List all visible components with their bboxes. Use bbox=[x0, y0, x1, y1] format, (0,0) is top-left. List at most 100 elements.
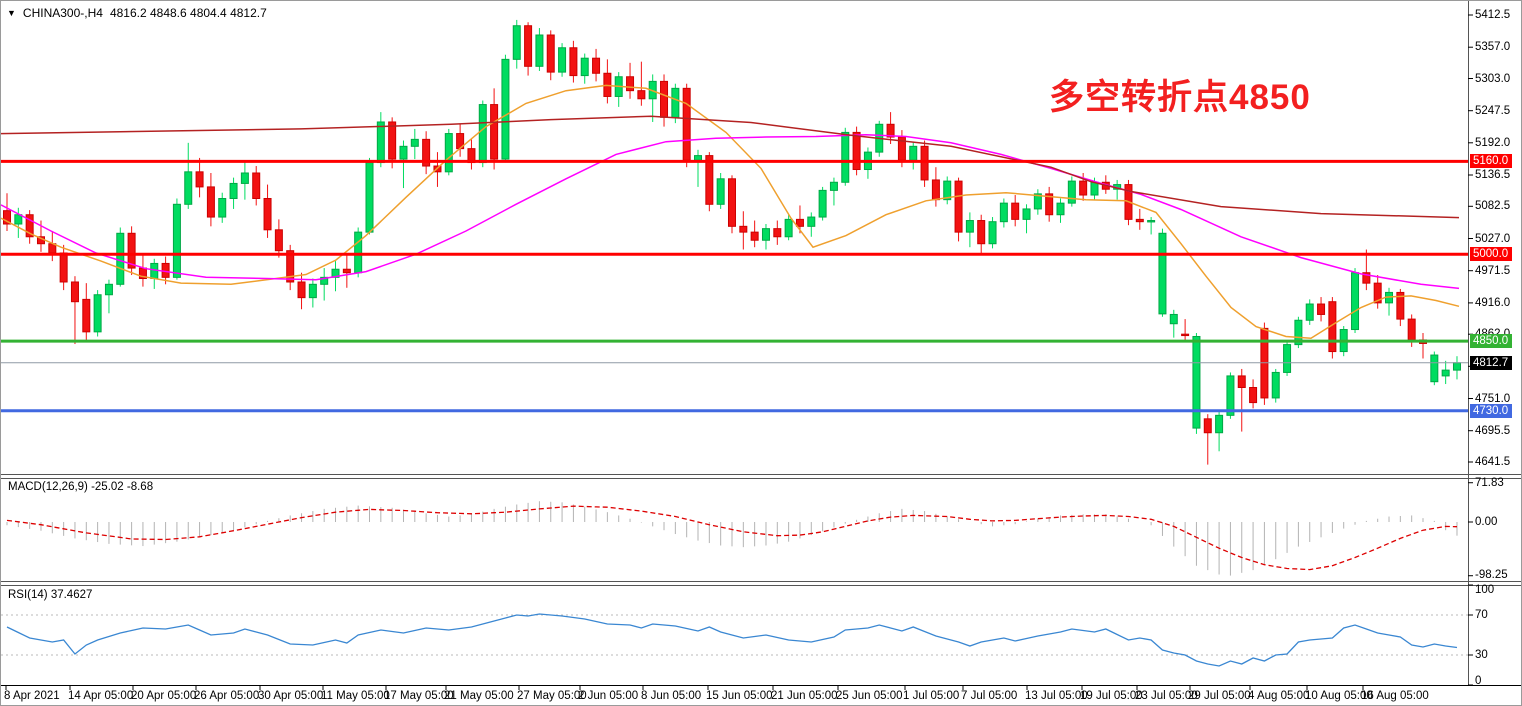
candle-body bbox=[705, 155, 714, 205]
candle-body bbox=[184, 171, 193, 205]
date-axis-label: 21 May 05:00 bbox=[444, 690, 514, 702]
candle-body bbox=[739, 225, 748, 233]
price-axis-label: 4695.5 bbox=[1475, 424, 1511, 437]
ma-magenta-line bbox=[1, 133, 1460, 290]
candle-body bbox=[954, 180, 963, 233]
price-axis-label: 5412.5 bbox=[1475, 9, 1511, 21]
candle-body bbox=[1362, 272, 1371, 284]
candle-body bbox=[172, 203, 181, 278]
candle-body bbox=[410, 138, 419, 147]
price-badge-5160.0: 5160.0 bbox=[1470, 154, 1513, 169]
symbol-dropdown-icon[interactable]: ▼ bbox=[7, 8, 16, 18]
price-axis-label: 5027.0 bbox=[1475, 232, 1511, 245]
candle-body bbox=[1452, 362, 1461, 371]
candle-body bbox=[444, 133, 453, 173]
candle-body bbox=[626, 76, 635, 92]
candle-body bbox=[1045, 193, 1054, 216]
candle-body bbox=[1135, 218, 1144, 223]
date-axis-label: 2 Jun 05:00 bbox=[578, 690, 639, 702]
candle-body bbox=[229, 182, 238, 199]
date-axis-label: 7 Jul 05:00 bbox=[961, 690, 1018, 702]
price-axis-label: 5192.0 bbox=[1475, 136, 1511, 149]
candle-body bbox=[70, 281, 79, 303]
date-axis-label: 29 Jul 05:00 bbox=[1188, 690, 1251, 702]
symbol-title: CHINA300-,H4 bbox=[22, 6, 103, 20]
chart-annotation-text[interactable]: 多空转折点4850 bbox=[1049, 78, 1311, 117]
date-axis-label: 21 Jun 05:00 bbox=[771, 690, 838, 702]
candle-body bbox=[93, 294, 102, 333]
candle-body bbox=[1181, 333, 1190, 337]
candle-body bbox=[558, 47, 567, 73]
date-axis-label: 17 May 05:00 bbox=[384, 690, 454, 702]
price-axis-label: 5082.5 bbox=[1475, 200, 1511, 213]
rsi-line bbox=[6, 613, 1458, 667]
price-badge-4850.0: 4850.0 bbox=[1470, 334, 1513, 349]
candle-body bbox=[1430, 354, 1439, 383]
price-axis-label: 5136.5 bbox=[1475, 169, 1511, 181]
candle-body bbox=[1169, 313, 1178, 325]
candle-body bbox=[1294, 319, 1303, 346]
candle-body bbox=[795, 218, 804, 227]
candle-body bbox=[535, 34, 544, 67]
date-axis-label: 23 Jul 05:00 bbox=[1135, 690, 1198, 702]
ma-orange-line bbox=[1, 84, 1460, 339]
candle-body bbox=[399, 145, 408, 160]
candle-body bbox=[14, 214, 23, 225]
candle-body bbox=[1396, 291, 1405, 320]
candle-body bbox=[308, 283, 317, 299]
candle-body bbox=[195, 171, 204, 188]
candle-body bbox=[82, 298, 91, 333]
candle-body bbox=[909, 145, 918, 161]
candle-body bbox=[637, 90, 646, 100]
candle-body bbox=[965, 220, 974, 233]
candle-body bbox=[422, 138, 431, 167]
rsi-axis-30: 30 bbox=[1475, 649, 1488, 661]
candle-body bbox=[841, 131, 850, 183]
candle-body bbox=[592, 57, 601, 74]
candle-body bbox=[104, 283, 113, 296]
candle-body bbox=[1022, 208, 1031, 220]
candle-body bbox=[727, 178, 736, 227]
date-axis-label: 10 Aug 05:00 bbox=[1305, 690, 1373, 702]
date-axis-label: 14 Apr 05:00 bbox=[68, 690, 134, 702]
rsi-axis-0: 0 bbox=[1475, 675, 1482, 687]
candle-body bbox=[206, 186, 215, 218]
symbol-ohlc-quotes: 4816.2 4848.6 4804.4 4812.7 bbox=[109, 6, 267, 20]
candle-body bbox=[1373, 282, 1382, 304]
candle-body bbox=[1441, 369, 1450, 377]
candle-body bbox=[920, 145, 929, 181]
date-axis-label: 11 May 05:00 bbox=[321, 690, 390, 702]
date-axis-label: 19 Jul 05:00 bbox=[1080, 690, 1143, 702]
candle-body bbox=[274, 229, 283, 252]
candle-body bbox=[660, 80, 669, 118]
date-axis-label: 15 Jun 05:00 bbox=[706, 690, 773, 702]
candle-body bbox=[682, 87, 691, 161]
candle-body bbox=[342, 268, 351, 274]
macd-axis-max: 71.83 bbox=[1475, 477, 1504, 489]
price-badge-5000.0: 5000.0 bbox=[1470, 247, 1513, 262]
candle-body bbox=[354, 231, 363, 274]
candle-body bbox=[1226, 375, 1235, 416]
candle-body bbox=[546, 34, 555, 73]
candle-body bbox=[694, 155, 703, 161]
candle-body bbox=[761, 228, 770, 241]
candle-body bbox=[671, 87, 680, 118]
price-axis-label: 4916.0 bbox=[1475, 296, 1511, 309]
candle-body bbox=[807, 216, 816, 227]
candle-body bbox=[931, 179, 940, 201]
candle-body bbox=[1249, 387, 1258, 404]
candle-body bbox=[297, 281, 306, 299]
date-axis-label: 26 Apr 05:00 bbox=[194, 690, 260, 702]
rsi-axis-100: 100 bbox=[1475, 584, 1495, 596]
price-axis-label: 5247.5 bbox=[1475, 104, 1511, 117]
candle-body bbox=[1351, 272, 1360, 331]
price-axis-label: 5357.0 bbox=[1475, 41, 1511, 54]
date-axis-label: 8 Jun 05:00 bbox=[641, 690, 702, 702]
date-axis-label: 30 Apr 05:00 bbox=[258, 690, 324, 702]
macd-axis-zero: 0.00 bbox=[1475, 516, 1498, 528]
candle-body bbox=[1056, 202, 1065, 216]
candle-body bbox=[512, 25, 521, 60]
candle-body bbox=[388, 121, 397, 160]
